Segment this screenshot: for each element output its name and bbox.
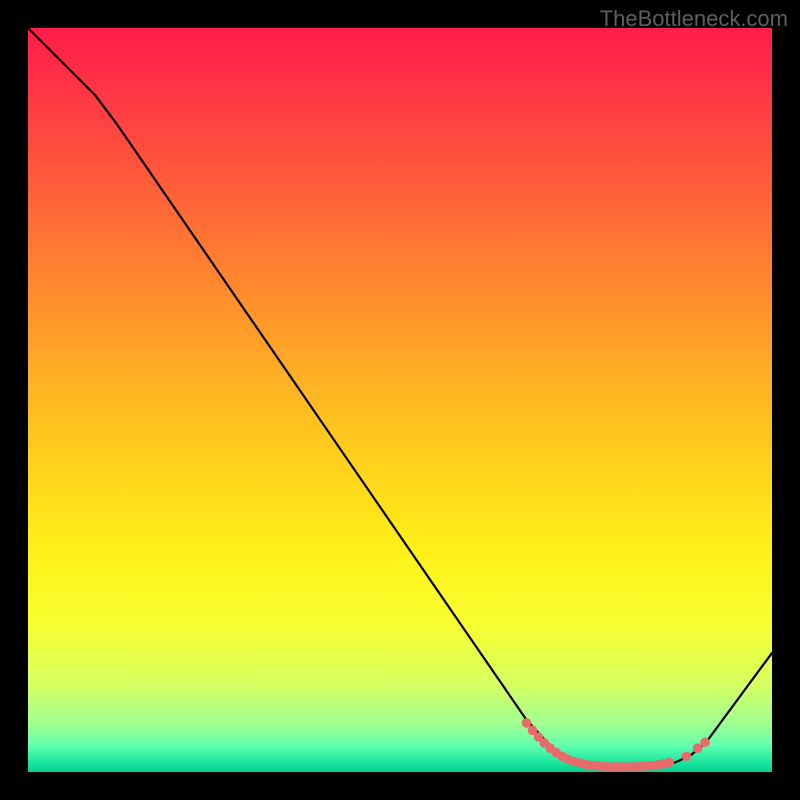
watermark-text: TheBottleneck.com [600,6,788,32]
curve-marker [522,718,532,728]
chart-plot-area [28,28,772,772]
curve-marker [693,743,703,753]
curve-marker [682,752,692,762]
curve-marker [665,758,675,768]
chart-svg [28,28,772,772]
chart-background [28,28,772,772]
curve-marker [700,737,710,747]
